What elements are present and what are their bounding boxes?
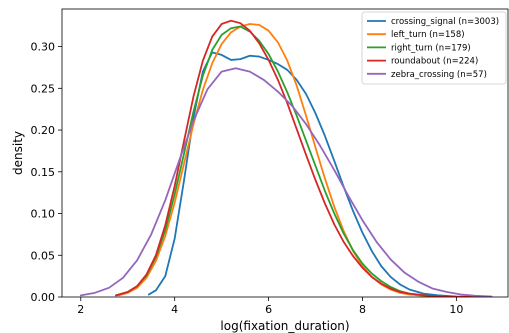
legend-label: right_turn (n=179) <box>391 43 471 53</box>
x-tick-label: 4 <box>171 303 178 316</box>
legend-entry: crossing_signal (n=3003) <box>367 17 499 27</box>
legend-label: zebra_crossing (n=57) <box>391 70 487 80</box>
x-tick-label: 6 <box>265 303 272 316</box>
legend-box <box>361 11 507 85</box>
y-tick-label: 0.10 <box>31 208 56 221</box>
x-tick-label: 2 <box>77 303 84 316</box>
legend: crossing_signal (n=3003) left_turn (n=158… <box>361 11 507 85</box>
x-axis-label: log(fixation_duration) <box>220 319 349 333</box>
legend-entry: roundabout (n=224) <box>367 57 478 67</box>
legend-entry: right_turn (n=179) <box>367 43 471 53</box>
plot-lines <box>79 19 493 297</box>
y-tick-label: 0.20 <box>31 124 56 137</box>
y-tick-label: 0.00 <box>31 291 56 304</box>
series-line-0 <box>147 51 477 297</box>
legend-entry: left_turn (n=158) <box>367 30 465 40</box>
plot-frame <box>61 8 509 298</box>
y-axis-ticks: 0.00 0.05 0.10 0.15 0.20 0.25 0.30 <box>31 41 62 304</box>
x-tick-label: 8 <box>359 303 366 316</box>
y-tick-label: 0.05 <box>31 249 56 262</box>
legend-entry: zebra_crossing (n=57) <box>367 70 487 80</box>
x-axis-ticks: 2 4 6 8 10 <box>77 297 463 316</box>
series-line-3 <box>115 19 491 297</box>
legend-label: crossing_signal (n=3003) <box>391 17 499 27</box>
y-tick-label: 0.30 <box>31 41 56 54</box>
legend-label: left_turn (n=158) <box>391 30 465 40</box>
y-axis-label: density <box>11 131 25 175</box>
y-tick-label: 0.15 <box>31 166 56 179</box>
x-tick-label: 10 <box>449 303 463 316</box>
y-tick-label: 0.25 <box>31 82 56 95</box>
series-line-4 <box>79 67 493 297</box>
legend-label: roundabout (n=224) <box>391 57 478 67</box>
series-line-2 <box>115 25 491 297</box>
